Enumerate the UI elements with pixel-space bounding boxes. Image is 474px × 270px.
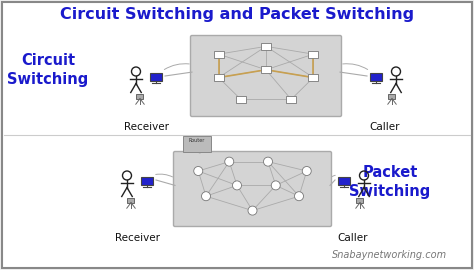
Bar <box>356 198 364 202</box>
Circle shape <box>264 157 273 166</box>
Bar <box>141 177 153 185</box>
Bar <box>214 74 224 81</box>
Bar <box>309 51 319 58</box>
Bar <box>150 73 162 81</box>
Text: Packet
Switching: Packet Switching <box>349 165 430 199</box>
Circle shape <box>302 167 311 176</box>
Text: Caller: Caller <box>338 233 368 243</box>
Bar <box>389 94 395 99</box>
Circle shape <box>233 181 241 190</box>
Circle shape <box>225 157 234 166</box>
Bar <box>137 94 144 99</box>
Text: Circuit Switching and Packet Switching: Circuit Switching and Packet Switching <box>60 6 414 22</box>
Text: Receiver: Receiver <box>125 122 170 132</box>
Circle shape <box>194 167 203 176</box>
Bar <box>309 74 319 81</box>
Text: Router: Router <box>189 137 205 143</box>
Text: Caller: Caller <box>370 122 400 132</box>
Bar <box>128 198 135 202</box>
Bar <box>338 177 350 185</box>
Circle shape <box>271 181 280 190</box>
FancyBboxPatch shape <box>191 35 341 116</box>
Bar <box>261 66 271 73</box>
Text: Snabaynetworking.com: Snabaynetworking.com <box>332 250 447 260</box>
Circle shape <box>201 192 210 201</box>
Bar <box>183 136 211 152</box>
Text: Circuit
Switching: Circuit Switching <box>8 53 89 87</box>
FancyBboxPatch shape <box>173 151 331 227</box>
Bar <box>286 96 296 103</box>
Circle shape <box>294 192 303 201</box>
Text: Receiver: Receiver <box>116 233 161 243</box>
Bar <box>261 43 271 50</box>
Bar <box>236 96 246 103</box>
Bar <box>214 51 224 58</box>
Bar <box>370 73 382 81</box>
Circle shape <box>248 206 257 215</box>
